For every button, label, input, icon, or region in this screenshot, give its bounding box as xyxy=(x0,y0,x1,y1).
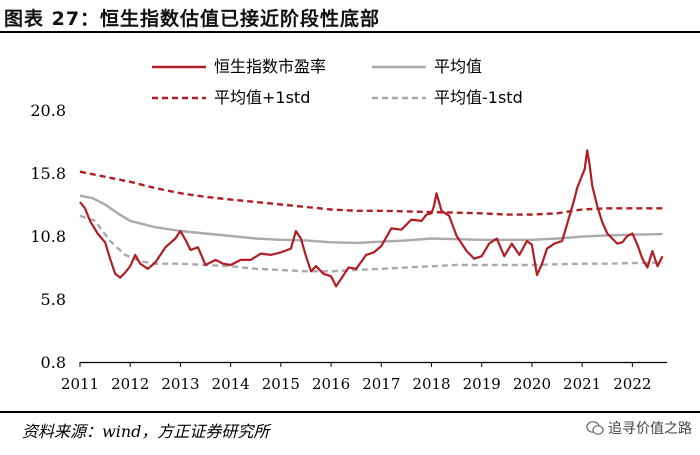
legend-label-2: 平均值+1std xyxy=(214,88,310,107)
chart-title: 图表 27：恒生指数估值已接近阶段性底部 xyxy=(4,8,381,30)
x-tick-label-0: 2011 xyxy=(61,375,99,393)
x-tick-label-6: 2017 xyxy=(362,375,400,393)
x-tick-label-7: 2018 xyxy=(412,375,450,393)
x-tick-label-8: 2019 xyxy=(463,375,501,393)
series-line-2 xyxy=(79,170,663,216)
x-tick-label-2: 2013 xyxy=(161,375,199,393)
source-note: 资料来源：wind，方正证券研究所 xyxy=(22,422,270,441)
legend-label-1: 平均值 xyxy=(434,57,482,76)
series-line-3 xyxy=(79,214,663,273)
x-tick-label-3: 2014 xyxy=(212,375,250,393)
series-line-0 xyxy=(79,149,664,288)
y-tick-label-3: 15.8 xyxy=(30,164,66,183)
x-tick-label-1: 2012 xyxy=(111,375,149,393)
y-tick-label-2: 10.8 xyxy=(30,227,66,246)
x-tick-label-10: 2021 xyxy=(563,375,601,393)
source-rule xyxy=(0,411,700,413)
x-tick-label-4: 2015 xyxy=(262,375,300,393)
legend-label-0: 恒生指数市盈率 xyxy=(214,57,326,76)
chat-bubbles-icon xyxy=(586,421,604,435)
series-line-1 xyxy=(79,194,663,245)
watermark-text: 追寻价值之路 xyxy=(608,421,692,437)
x-tick-label-5: 2016 xyxy=(312,375,350,393)
x-tick-label-9: 2020 xyxy=(513,375,551,393)
legend-label-3: 平均值-1std xyxy=(434,88,523,107)
y-tick-label-0: 0.8 xyxy=(41,353,66,372)
x-tick-label-11: 2022 xyxy=(613,375,651,393)
y-tick-label-1: 5.8 xyxy=(41,290,66,309)
y-tick-label-4: 20.8 xyxy=(30,101,66,120)
title-rule xyxy=(0,31,700,33)
watermark: 追寻价值之路 xyxy=(586,418,692,438)
chart-area: 0.8 5.8 10.8 15.8 20.8 2011 2012 2013 2014 2015 20… xyxy=(30,57,667,393)
